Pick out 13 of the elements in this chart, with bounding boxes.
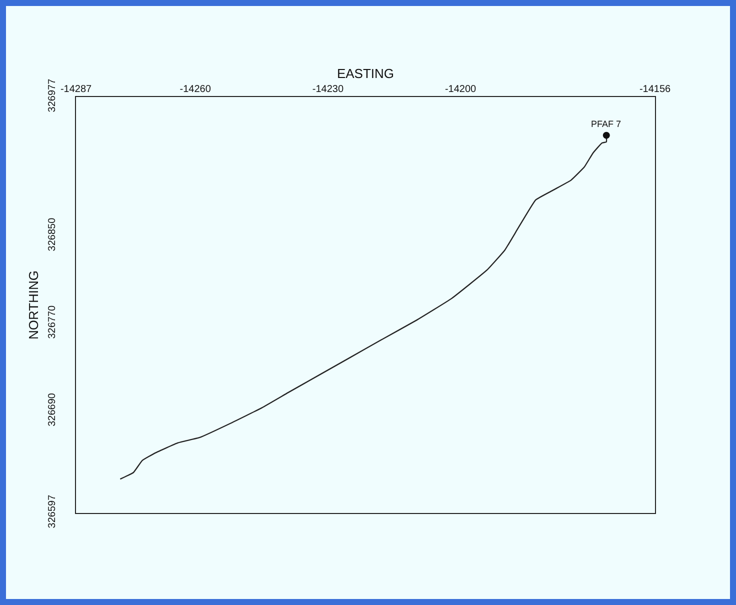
x-tick-label: -14156 <box>639 84 672 95</box>
x-axis-title: EASTING <box>336 66 394 81</box>
y-tick-label: 326690 <box>47 392 58 426</box>
y-tick-label: 326770 <box>47 304 58 339</box>
y-axis-title: NORTHING <box>26 270 41 340</box>
y-tick-label: 326597 <box>47 494 58 528</box>
y-tick-label: 326977 <box>47 78 58 112</box>
annotation: PFAF 7 <box>591 119 622 129</box>
x-tick-label: -14230 <box>312 84 344 95</box>
x-tick-label: -14260 <box>180 84 212 95</box>
x-tick-label: -14287 <box>60 84 92 95</box>
x-tick-label: -14200 <box>444 84 477 95</box>
y-tick-label: 326850 <box>47 217 58 252</box>
